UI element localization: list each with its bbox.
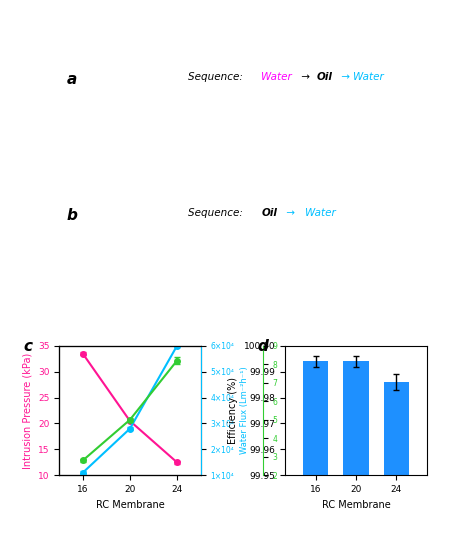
Text: Oil: Oil bbox=[316, 72, 332, 82]
Text: Water: Water bbox=[261, 72, 292, 82]
Y-axis label: Water Flux (Lm⁻²h⁻¹): Water Flux (Lm⁻²h⁻¹) bbox=[240, 367, 249, 454]
Y-axis label: Effective Pore Size (μm): Effective Pore Size (μm) bbox=[285, 360, 294, 461]
Text: →: → bbox=[298, 72, 313, 82]
Y-axis label: Intrusion Pressure (kPa): Intrusion Pressure (kPa) bbox=[22, 352, 33, 469]
Text: b: b bbox=[66, 208, 77, 223]
Text: a: a bbox=[66, 72, 77, 87]
Text: Sequence:: Sequence: bbox=[188, 72, 246, 82]
Bar bbox=[343, 362, 369, 534]
Text: d: d bbox=[257, 340, 268, 355]
Text: Oil: Oil bbox=[261, 208, 277, 218]
Text: Water: Water bbox=[305, 208, 336, 218]
Text: Water: Water bbox=[353, 72, 384, 82]
Text: →: → bbox=[283, 208, 299, 218]
Text: Sequence:: Sequence: bbox=[188, 208, 246, 218]
Text: →: → bbox=[338, 72, 354, 82]
X-axis label: RC Membrane: RC Membrane bbox=[321, 499, 390, 509]
X-axis label: RC Membrane: RC Membrane bbox=[96, 499, 164, 509]
Y-axis label: Efficiency (%): Efficiency (%) bbox=[228, 377, 238, 444]
Bar bbox=[384, 382, 409, 534]
Text: c: c bbox=[24, 340, 33, 355]
Bar bbox=[303, 362, 328, 534]
